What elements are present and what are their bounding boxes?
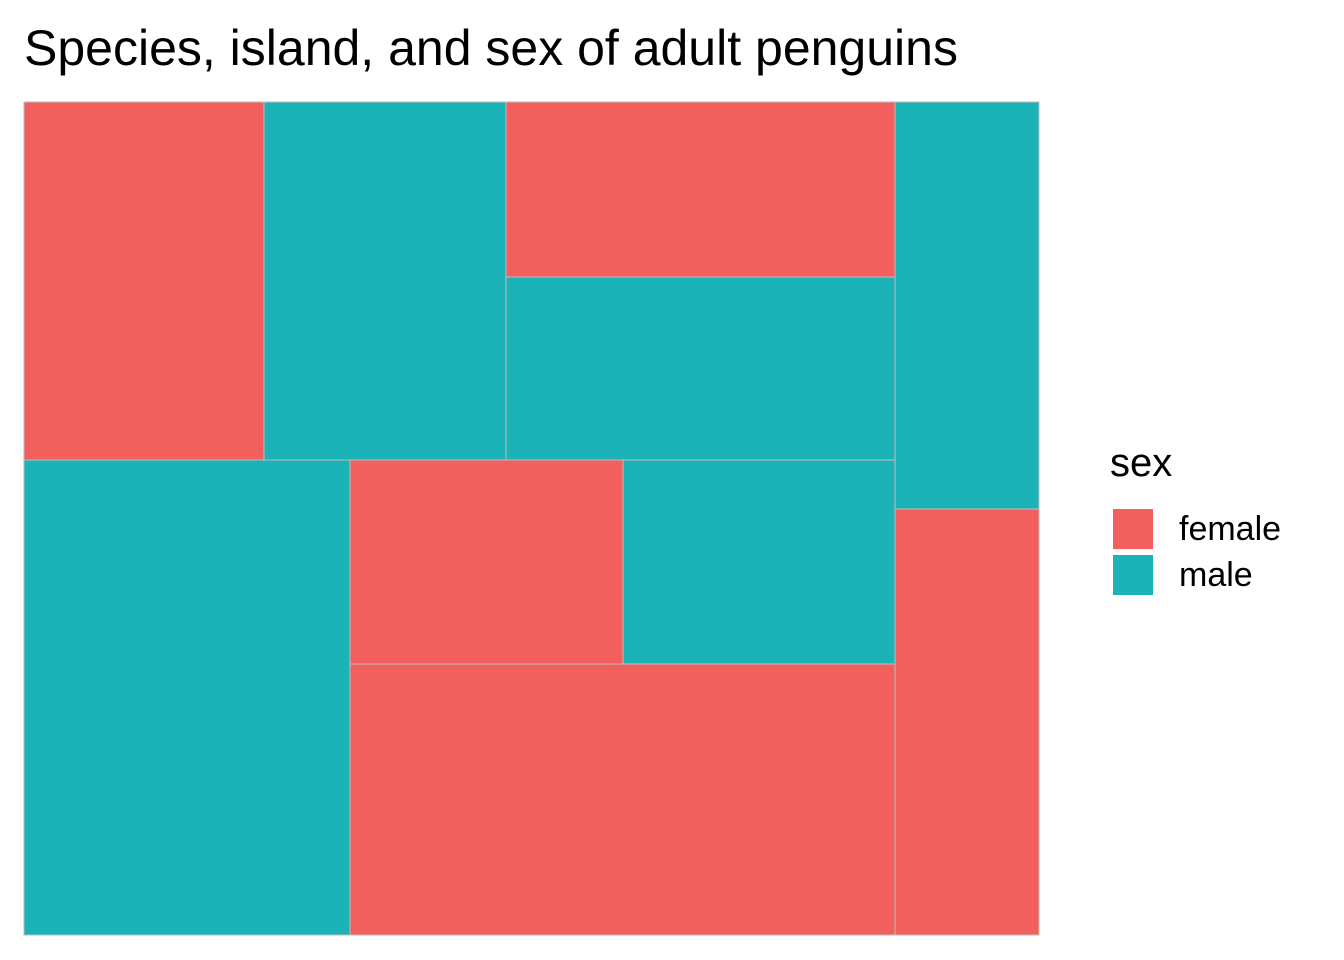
treemap-tile-female-10 (894, 508, 1040, 936)
treemap-tile-female-3 (505, 101, 896, 278)
treemap-tile-male-4 (505, 276, 896, 461)
treemap-tile-female-1 (23, 101, 265, 461)
treemap-tile-male-7 (622, 459, 896, 665)
legend-item-female: female (1110, 506, 1281, 552)
legend-item-male: male (1110, 552, 1281, 598)
legend-label-male: male (1179, 556, 1253, 594)
treemap-tile-male-9 (894, 101, 1040, 510)
legend-label-female: female (1179, 510, 1282, 548)
legend: sex female male (1110, 440, 1281, 598)
legend-key-female (1113, 509, 1153, 549)
treemap-tile-female-8 (349, 663, 896, 936)
legend-title: sex (1110, 441, 1173, 485)
chart-title: Species, island, and sex of adult pengui… (24, 20, 958, 76)
legend-key-male (1113, 555, 1153, 595)
treemap-tile-male-2 (263, 101, 507, 461)
treemap-tile-female-6 (349, 459, 624, 665)
treemap-tile-male-5 (23, 459, 351, 936)
